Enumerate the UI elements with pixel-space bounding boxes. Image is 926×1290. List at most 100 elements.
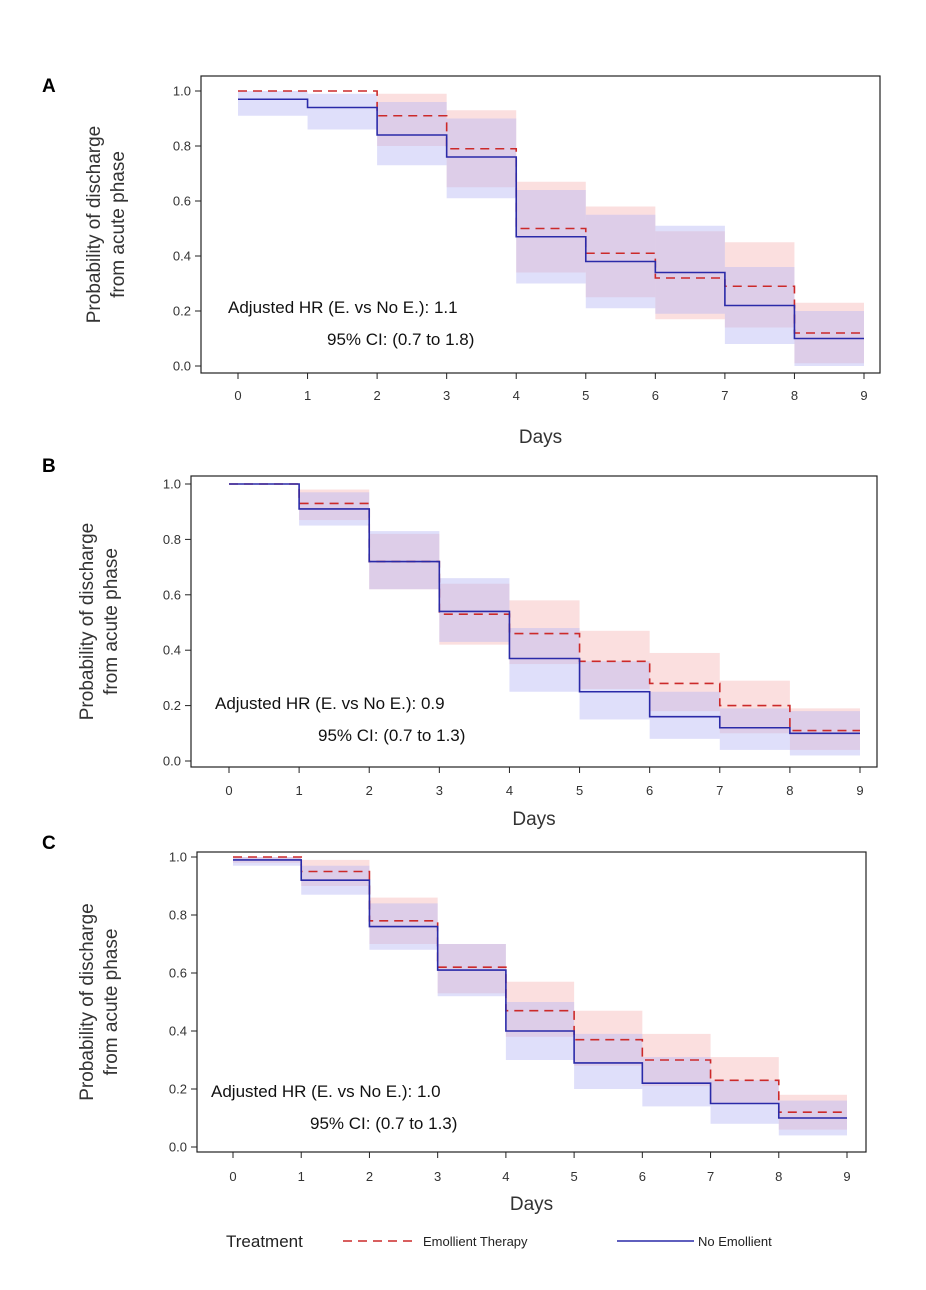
x-tick-label: 0 xyxy=(229,1169,236,1184)
y-tick-label: 0.8 xyxy=(173,139,191,154)
y-tick-label: 1.0 xyxy=(173,84,191,99)
x-tick-label: 3 xyxy=(443,388,450,403)
confidence-interval-text: 95% CI: (0.7 to 1.3) xyxy=(318,726,465,745)
x-axis-title: Days xyxy=(512,809,555,830)
km-curve-no-emollient xyxy=(229,483,860,735)
y-tick-label: 0.4 xyxy=(173,249,191,264)
confidence-interval-text: 95% CI: (0.7 to 1.3) xyxy=(310,1114,457,1133)
legend-title: Treatment xyxy=(226,1232,303,1251)
x-tick-label: 7 xyxy=(707,1169,714,1184)
y-tick-label: 0.6 xyxy=(173,194,191,209)
x-tick-label: 2 xyxy=(373,388,380,403)
x-tick-label: 8 xyxy=(791,388,798,403)
ci-band-emollient-segment xyxy=(724,242,795,328)
panels: A 0.0 0.2 0.4 0.6 0.8 1.0 0 1 2 3 4 5 6 7 8 9 Days Probabi… xyxy=(42,75,881,1215)
ci-band-emollient-segment xyxy=(505,981,575,1037)
x-tick-label: 1 xyxy=(304,388,311,403)
ci-band-no-emollient-segment xyxy=(655,225,725,314)
x-tick-label: 7 xyxy=(721,388,728,403)
y-tick-label: 0.0 xyxy=(163,754,181,769)
x-tick-label: 7 xyxy=(716,783,723,798)
x-tick-label: 4 xyxy=(513,388,520,403)
panel-c: C 0.0 0.2 0.4 0.6 0.8 1.0 0 1 2 3 4 5 6 7 8 9 Days Probabi… xyxy=(42,833,867,1215)
x-tick-label: 6 xyxy=(639,1169,646,1184)
ci-band-no-emollient-segment xyxy=(574,1033,643,1089)
x-tick-label: 8 xyxy=(786,783,793,798)
y-tick-label: 0.8 xyxy=(163,532,181,547)
x-tick-label: 2 xyxy=(366,783,373,798)
ci-band-no-emollient-segment xyxy=(642,1057,711,1107)
plot-frame xyxy=(196,851,867,1153)
y-axis-title-line: Probability of discharge xyxy=(77,903,98,1101)
hazard-ratio-text: Adjusted HR (E. vs No E.): 1.0 xyxy=(211,1082,441,1101)
ci-band-no-emollient-segment xyxy=(369,531,440,590)
legend-label-no-emollient: No Emollient xyxy=(698,1234,772,1249)
ci-band-no-emollient-segment xyxy=(509,628,580,692)
plot-frame xyxy=(190,475,878,768)
ci-band-emollient-segment xyxy=(574,1010,643,1066)
x-tick-label: 3 xyxy=(436,783,443,798)
ci-band-no-emollient-segment xyxy=(233,857,302,866)
y-tick-label: 0.2 xyxy=(163,698,181,713)
x-tick-label: 8 xyxy=(775,1169,782,1184)
y-tick-label: 0.6 xyxy=(163,587,181,602)
km-curve-no-emollient xyxy=(233,859,847,1119)
ci-band-no-emollient-segment xyxy=(649,691,720,739)
ci-band-emollient-segment xyxy=(585,206,656,298)
x-tick-label: 4 xyxy=(502,1169,509,1184)
km-curve-no-emollient xyxy=(238,98,864,340)
ci-band-no-emollient-segment xyxy=(377,102,447,166)
x-axis-title: Days xyxy=(510,1194,553,1215)
confidence-interval-text: 95% CI: (0.7 to 1.8) xyxy=(327,330,474,349)
panel-letter: A xyxy=(42,76,56,97)
y-tick-label: 0.6 xyxy=(169,966,187,981)
x-tick-label: 3 xyxy=(434,1169,441,1184)
ci-band-emollient-segment xyxy=(579,630,650,689)
x-tick-label: 9 xyxy=(856,783,863,798)
y-tick-label: 0.2 xyxy=(169,1082,187,1097)
y-tick-label: 0.4 xyxy=(169,1024,187,1039)
y-axis-title-line: from acute phase xyxy=(108,151,129,298)
ci-band-no-emollient-segment xyxy=(439,578,510,642)
ci-band-emollient-segment xyxy=(719,680,790,734)
y-axis-title-line: from acute phase xyxy=(101,548,122,695)
ci-band-emollient-segment xyxy=(516,181,586,273)
panel-letter: C xyxy=(42,833,56,854)
ci-band-no-emollient-segment xyxy=(710,1080,779,1124)
y-tick-label: 0.0 xyxy=(169,1140,187,1155)
ci-band-no-emollient-segment xyxy=(238,91,308,116)
x-tick-label: 5 xyxy=(582,388,589,403)
ci-band-no-emollient-segment xyxy=(446,118,517,199)
x-tick-label: 2 xyxy=(366,1169,373,1184)
x-tick-label: 0 xyxy=(225,783,232,798)
ci-band-emollient-segment xyxy=(377,93,447,146)
km-curve-emollient xyxy=(229,483,860,732)
ci-band-emollient-segment xyxy=(437,944,506,994)
ci-band-emollient-segment xyxy=(299,489,370,521)
x-tick-label: 5 xyxy=(576,783,583,798)
y-tick-label: 1.0 xyxy=(163,477,181,492)
hazard-ratio-text: Adjusted HR (E. vs No E.): 1.1 xyxy=(228,298,458,317)
x-tick-label: 5 xyxy=(570,1169,577,1184)
x-tick-label: 0 xyxy=(234,388,241,403)
x-tick-label: 6 xyxy=(652,388,659,403)
hazard-ratio-text: Adjusted HR (E. vs No E.): 0.9 xyxy=(215,694,445,713)
legend: Treatment Emollient Therapy No Emollient xyxy=(226,1232,772,1251)
km-curve-emollient xyxy=(233,856,847,1113)
x-tick-label: 4 xyxy=(506,783,513,798)
y-tick-label: 0.8 xyxy=(169,908,187,923)
plot-frame xyxy=(200,75,881,374)
ci-band-emollient-segment xyxy=(509,600,580,665)
y-axis-title-line: from acute phase xyxy=(101,929,122,1076)
panel-a: A 0.0 0.2 0.4 0.6 0.8 1.0 0 1 2 3 4 5 6 7 8 9 Days Probabi… xyxy=(42,75,881,448)
x-tick-label: 6 xyxy=(646,783,653,798)
x-axis-title: Days xyxy=(519,427,562,448)
panel-letter: B xyxy=(42,456,56,477)
ci-band-no-emollient-segment xyxy=(579,661,650,720)
x-tick-label: 9 xyxy=(860,388,867,403)
ci-band-emollient-segment xyxy=(655,231,725,320)
x-tick-label: 1 xyxy=(295,783,302,798)
y-tick-label: 0.2 xyxy=(173,304,191,319)
ci-band-no-emollient-segment xyxy=(307,93,378,130)
